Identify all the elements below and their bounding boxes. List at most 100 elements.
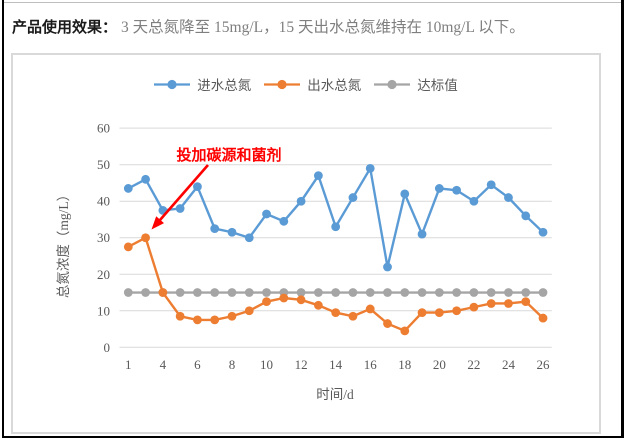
x-tick-label: 8 (229, 357, 236, 372)
data-point-marker (486, 299, 496, 308)
page-top-rule (4, 2, 622, 3)
x-tick-label: 6 (194, 357, 201, 372)
x-tick-label: 16 (364, 357, 378, 372)
data-point-marker (400, 189, 410, 199)
data-point-marker (348, 311, 358, 321)
data-point-marker (296, 196, 306, 206)
x-tick-label: 26 (537, 357, 551, 372)
data-point-marker (141, 288, 150, 297)
data-point-marker (365, 288, 375, 297)
data-point-marker (538, 313, 548, 323)
legend-item: 出水总氮 (264, 74, 361, 94)
data-point-marker (244, 306, 254, 316)
data-point-marker (279, 293, 289, 303)
data-point-marker (193, 182, 202, 192)
data-point-marker (383, 319, 392, 328)
page-border-left (2, 0, 4, 438)
data-point-marker (227, 288, 237, 297)
data-point-marker (434, 288, 444, 297)
data-point-marker (123, 288, 133, 297)
data-point-marker (504, 299, 513, 308)
legend-marker-icon (154, 79, 191, 89)
y-axis-title: 总氮浓度（mg/L） (56, 188, 71, 298)
y-tick-label: 0 (104, 340, 111, 355)
data-point-marker (469, 288, 479, 297)
header-summary: 3 天总氮降至 15mg/L，15 天出水总氮维持在 10mg/L 以下。 (121, 19, 525, 36)
data-point-marker (521, 297, 531, 307)
data-point-marker (262, 288, 271, 297)
data-point-marker (383, 262, 392, 272)
x-tick-label: 1 (125, 357, 132, 372)
data-point-marker (141, 174, 150, 184)
section-header: 产品使用效果： 3 天总氮降至 15mg/L，15 天出水总氮维持在 10mg/… (12, 15, 612, 37)
data-point-marker (417, 308, 427, 318)
y-tick-label: 20 (97, 267, 110, 282)
data-point-marker (383, 288, 392, 297)
data-point-marker (400, 326, 410, 336)
data-point-marker (504, 288, 513, 297)
data-point-marker (227, 227, 237, 237)
data-point-marker (469, 302, 479, 312)
data-point-marker (365, 304, 375, 314)
data-point-marker (486, 288, 496, 297)
data-point-marker (193, 288, 202, 297)
chart-container: 时间/d 总氮浓度（mg/L） 0 10 20 30 40 50 60 1 4 6 8 10 12 14 1… (11, 53, 601, 434)
x-tick-label: 12 (295, 357, 308, 372)
data-point-marker (123, 242, 133, 252)
data-point-marker (434, 308, 444, 318)
x-tick-label: 14 (329, 357, 343, 372)
data-point-marker (244, 233, 254, 243)
data-point-marker (521, 288, 531, 297)
data-point-marker (296, 288, 306, 297)
data-point-marker (158, 288, 168, 297)
data-point-marker (417, 288, 427, 297)
data-point-marker (227, 311, 237, 321)
data-point-marker (313, 288, 323, 297)
data-point-marker (123, 184, 133, 193)
data-point-marker (244, 288, 254, 297)
data-point-marker (434, 184, 444, 193)
data-point-marker (313, 171, 323, 181)
data-point-marker (331, 308, 341, 318)
y-tick-label: 60 (97, 121, 110, 136)
annotation: 投加碳源和菌剂 (151, 146, 282, 230)
x-tick-label: 24 (502, 357, 515, 372)
data-point-marker (538, 288, 548, 297)
data-point-marker (175, 311, 185, 321)
data-point-marker (175, 204, 185, 213)
annotation-text: 投加碳源和菌剂 (176, 146, 281, 164)
data-point-marker (210, 224, 220, 234)
legend-marker-icon (264, 79, 301, 89)
legend-label: 进水总氮 (197, 78, 252, 93)
data-point-marker (331, 222, 341, 232)
data-point-marker (452, 288, 462, 297)
data-point-marker (193, 315, 202, 325)
data-point-marker (486, 180, 496, 190)
data-point-marker (262, 297, 271, 307)
data-point-marker (538, 227, 548, 237)
data-point-marker (210, 288, 220, 297)
legend-item: 达标值 (374, 74, 458, 94)
header-label: 产品使用效果： (12, 19, 118, 36)
y-tick-label: 30 (97, 230, 110, 245)
legend-item: 进水总氮 (154, 74, 251, 94)
data-point-marker (348, 193, 358, 202)
y-tick-label: 10 (97, 303, 110, 318)
x-tick-label: 10 (260, 357, 273, 372)
annotation-arrow-line (159, 164, 209, 221)
data-point-marker (365, 163, 375, 173)
data-point-marker (331, 288, 341, 297)
x-tick-label: 22 (467, 357, 480, 372)
data-point-marker (313, 300, 323, 310)
data-point-marker (348, 288, 358, 297)
data-point-marker (400, 288, 410, 297)
annotation-arrowhead-icon (151, 216, 164, 230)
page-border-right (621, 0, 624, 438)
data-point-marker (452, 306, 462, 316)
data-point-marker (210, 315, 220, 325)
data-point-marker (262, 209, 271, 219)
data-point-marker (469, 196, 479, 206)
data-point-marker (452, 185, 462, 195)
data-point-marker (279, 216, 289, 226)
